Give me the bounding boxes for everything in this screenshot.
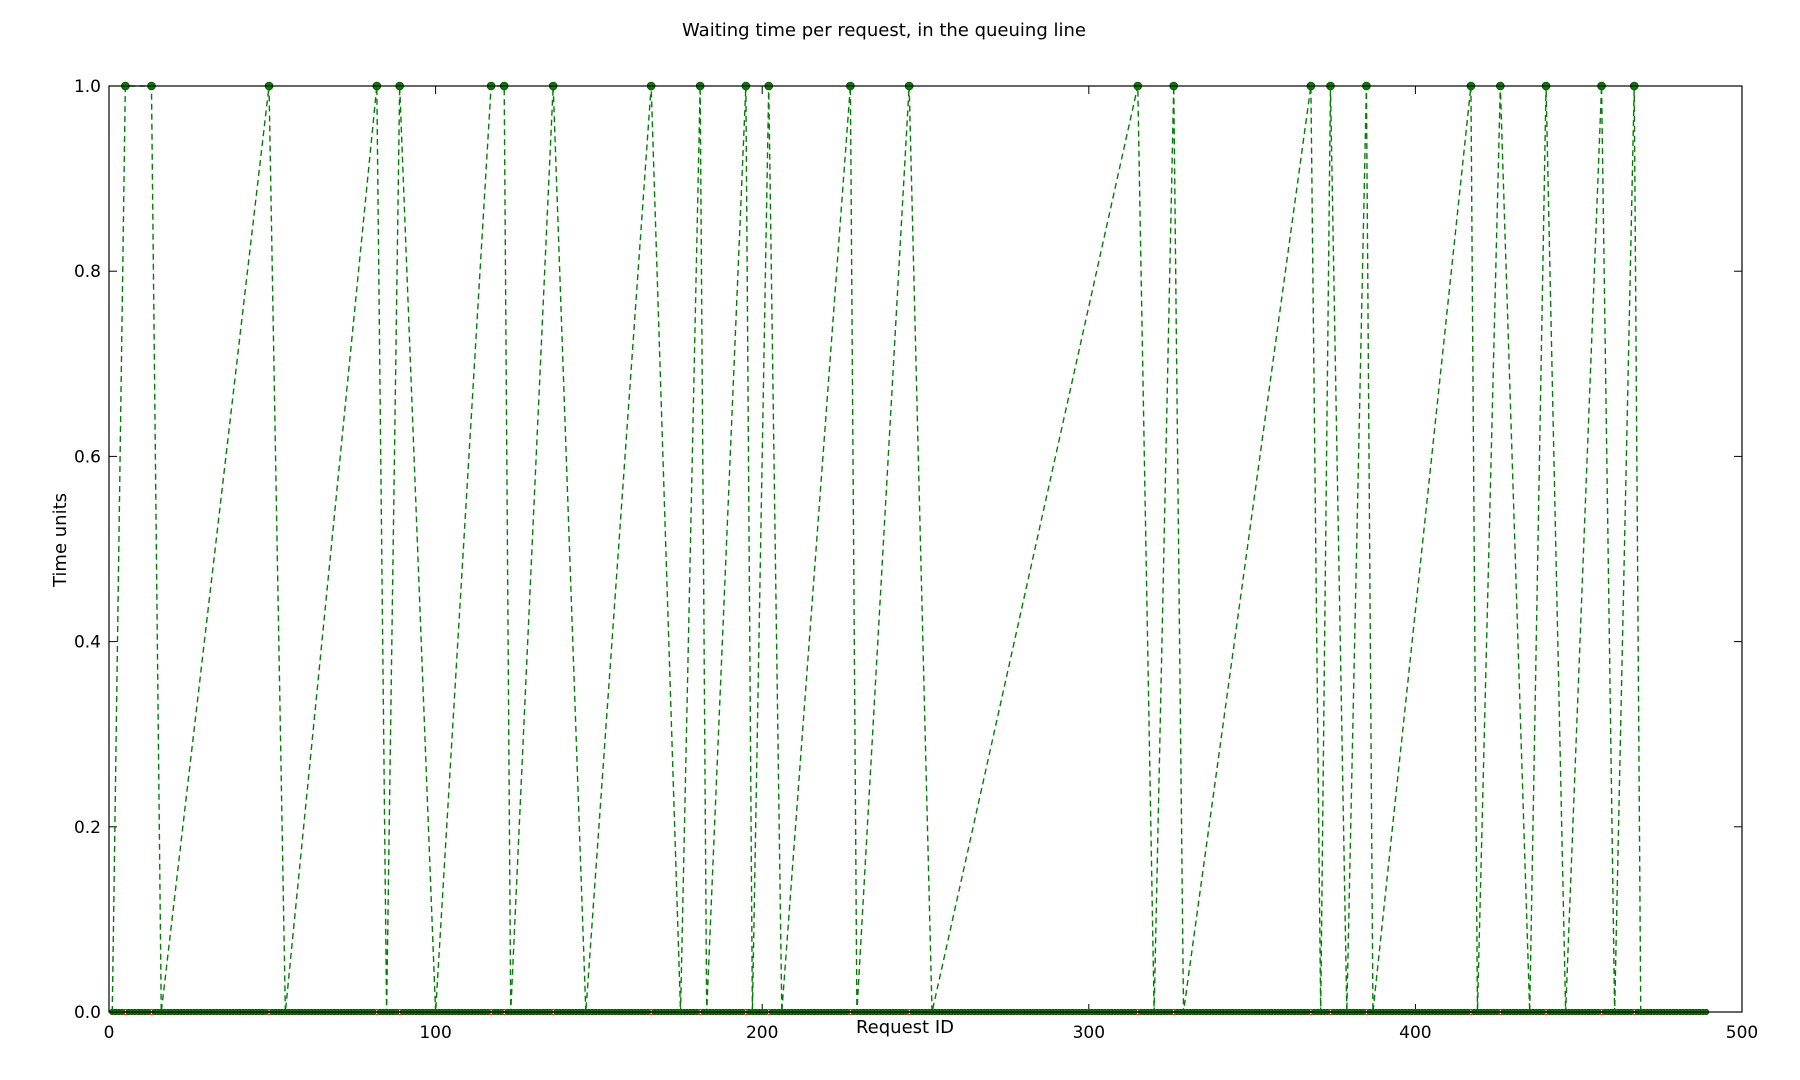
y-tick-label: 0.2 <box>74 818 101 838</box>
x-tick-label: 400 <box>1399 1023 1431 1043</box>
chart-title: Waiting time per request, in the queuing… <box>682 20 1086 41</box>
x-tick-label: 500 <box>1726 1023 1758 1043</box>
y-tick-label: 0.6 <box>74 447 101 467</box>
y-axis-label: Time units <box>50 493 71 588</box>
y-tick-label: 0.0 <box>74 1003 101 1023</box>
y-tick-label: 1.0 <box>74 77 101 97</box>
series-layer <box>109 81 1710 1016</box>
x-tick-label: 0 <box>104 1023 115 1043</box>
plot-frame <box>108 85 1743 1013</box>
green-series-line <box>111 85 1707 1013</box>
y-tick-label: 0.4 <box>74 633 101 653</box>
x-tick-label: 200 <box>746 1023 778 1043</box>
axis-ticks: 0 100 200 300 400 500 0.0 0.2 0.4 0.6 0.8 1.0 <box>74 77 1758 1043</box>
x-axis-label: Request ID <box>856 1017 954 1038</box>
x-tick-label: 300 <box>1073 1023 1105 1043</box>
x-tick-label: 100 <box>419 1023 451 1043</box>
y-tick-label: 0.8 <box>74 262 101 282</box>
